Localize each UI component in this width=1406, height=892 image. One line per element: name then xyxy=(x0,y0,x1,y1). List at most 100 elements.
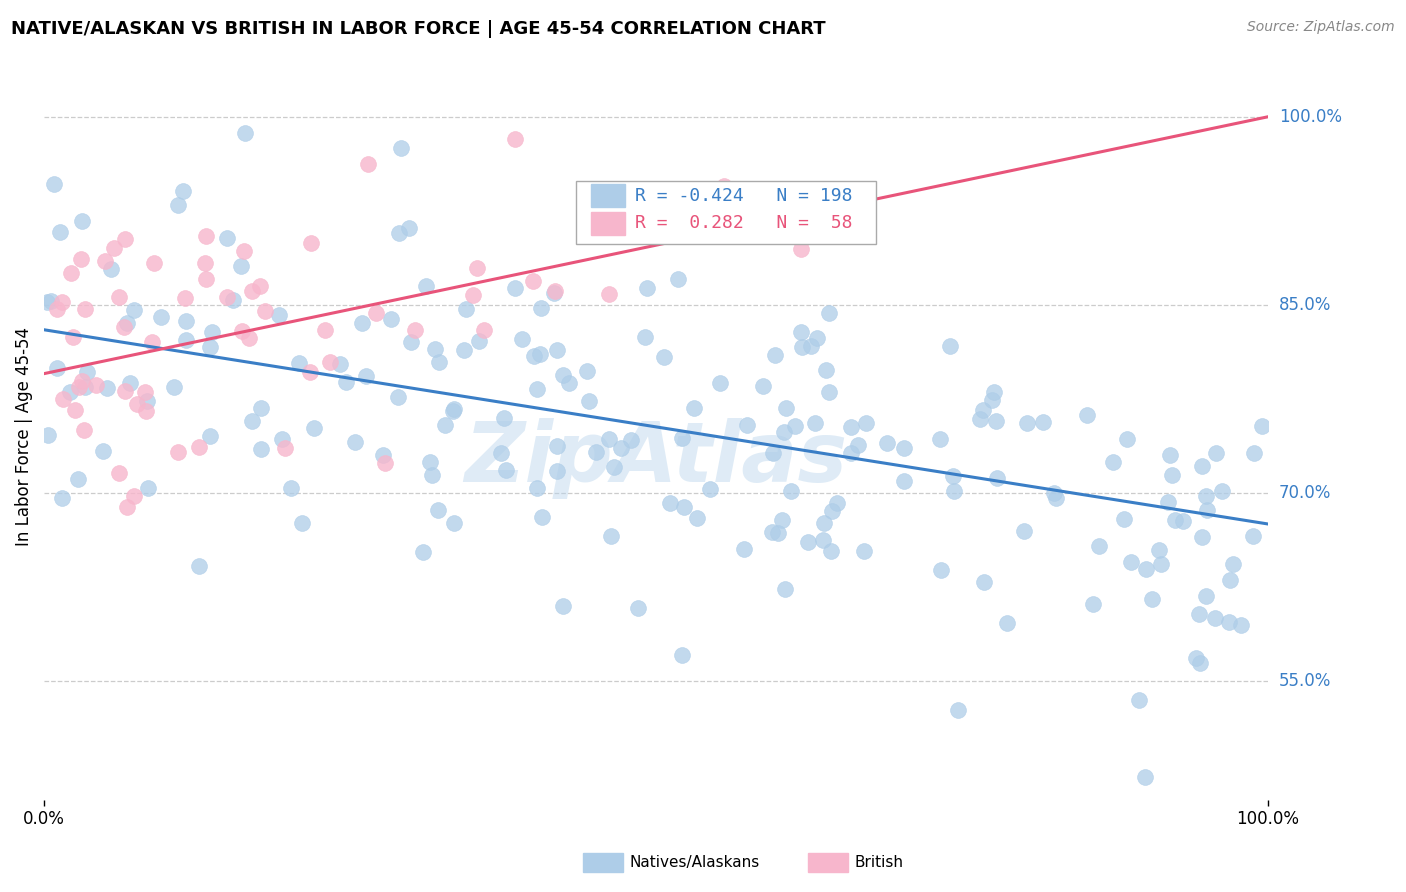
Point xyxy=(627,600,650,615)
Point xyxy=(839,446,862,460)
Point xyxy=(682,401,704,415)
Point xyxy=(433,417,456,432)
Point xyxy=(1219,574,1241,588)
Point xyxy=(1204,611,1226,625)
Point xyxy=(1042,485,1064,500)
Point xyxy=(86,378,108,392)
Point xyxy=(441,403,464,417)
Text: R =  0.282   N =  58: R = 0.282 N = 58 xyxy=(636,214,852,232)
Point xyxy=(122,302,145,317)
Point xyxy=(58,384,80,399)
Point xyxy=(254,304,277,318)
Point xyxy=(249,279,271,293)
Text: 55.0%: 55.0% xyxy=(1279,672,1331,690)
Point xyxy=(546,343,568,357)
Point xyxy=(454,301,477,316)
Point xyxy=(42,177,65,191)
Point xyxy=(45,361,67,376)
Point xyxy=(51,491,73,506)
Point xyxy=(70,214,93,228)
Point xyxy=(142,256,165,270)
Point xyxy=(1250,418,1272,433)
Point xyxy=(503,131,526,145)
Point xyxy=(412,545,434,559)
Point xyxy=(942,483,965,498)
Point xyxy=(1185,651,1208,665)
Point xyxy=(1191,530,1213,544)
Point xyxy=(415,279,437,293)
Text: British: British xyxy=(855,855,904,870)
Point xyxy=(122,490,145,504)
Point xyxy=(762,446,785,460)
Text: Natives/Alaskans: Natives/Alaskans xyxy=(630,855,761,870)
Point xyxy=(389,141,412,155)
Point xyxy=(343,434,366,449)
Point xyxy=(671,431,693,445)
Point xyxy=(70,252,93,266)
Point xyxy=(686,511,709,525)
Point xyxy=(423,342,446,356)
Point xyxy=(380,311,402,326)
Point xyxy=(172,185,194,199)
Point xyxy=(75,301,97,316)
Point xyxy=(599,529,621,543)
Point xyxy=(1135,770,1157,784)
Point xyxy=(250,401,273,416)
Point xyxy=(811,533,834,547)
Point xyxy=(1112,511,1135,525)
Point xyxy=(551,599,574,614)
Point xyxy=(201,325,224,339)
Point xyxy=(852,544,875,558)
Point xyxy=(671,648,693,663)
Point xyxy=(461,288,484,302)
Point xyxy=(127,396,149,410)
Point xyxy=(229,259,252,273)
Point xyxy=(761,524,783,539)
Point xyxy=(598,432,620,446)
Text: 100.0%: 100.0% xyxy=(1279,108,1341,126)
Point xyxy=(267,308,290,322)
Point xyxy=(468,334,491,348)
Point xyxy=(96,381,118,395)
Point xyxy=(194,272,217,286)
Point xyxy=(510,332,533,346)
Point xyxy=(553,368,575,383)
Text: 85.0%: 85.0% xyxy=(1279,296,1331,314)
Point xyxy=(72,374,94,388)
Point xyxy=(240,284,263,298)
Point xyxy=(1045,491,1067,505)
Point xyxy=(543,285,565,300)
Point xyxy=(427,502,450,516)
Point xyxy=(585,445,607,459)
Point xyxy=(1191,459,1213,474)
Text: NATIVE/ALASKAN VS BRITISH IN LABOR FORCE | AGE 45-54 CORRELATION CHART: NATIVE/ALASKAN VS BRITISH IN LABOR FORCE… xyxy=(11,20,825,37)
Point xyxy=(699,483,721,497)
Point xyxy=(598,287,620,301)
Point xyxy=(174,291,197,305)
Point xyxy=(193,256,215,270)
Point xyxy=(356,369,378,384)
Point xyxy=(763,348,786,362)
Point xyxy=(373,449,395,463)
Point xyxy=(472,323,495,337)
Point xyxy=(543,285,565,299)
Text: ZipAtlas: ZipAtlas xyxy=(464,417,848,499)
Point xyxy=(666,271,689,285)
Point xyxy=(713,178,735,193)
Point xyxy=(491,446,513,460)
Point xyxy=(1128,693,1150,707)
Point xyxy=(108,290,131,304)
Point xyxy=(929,563,952,577)
Point xyxy=(350,316,373,330)
Point xyxy=(938,339,960,353)
Point xyxy=(35,294,58,309)
Point xyxy=(141,334,163,349)
Point xyxy=(820,544,842,558)
Point xyxy=(37,428,59,442)
Point xyxy=(995,615,1018,630)
Point xyxy=(374,456,396,470)
Point xyxy=(530,301,553,316)
Point xyxy=(250,442,273,456)
Point xyxy=(783,419,806,434)
Point xyxy=(271,432,294,446)
